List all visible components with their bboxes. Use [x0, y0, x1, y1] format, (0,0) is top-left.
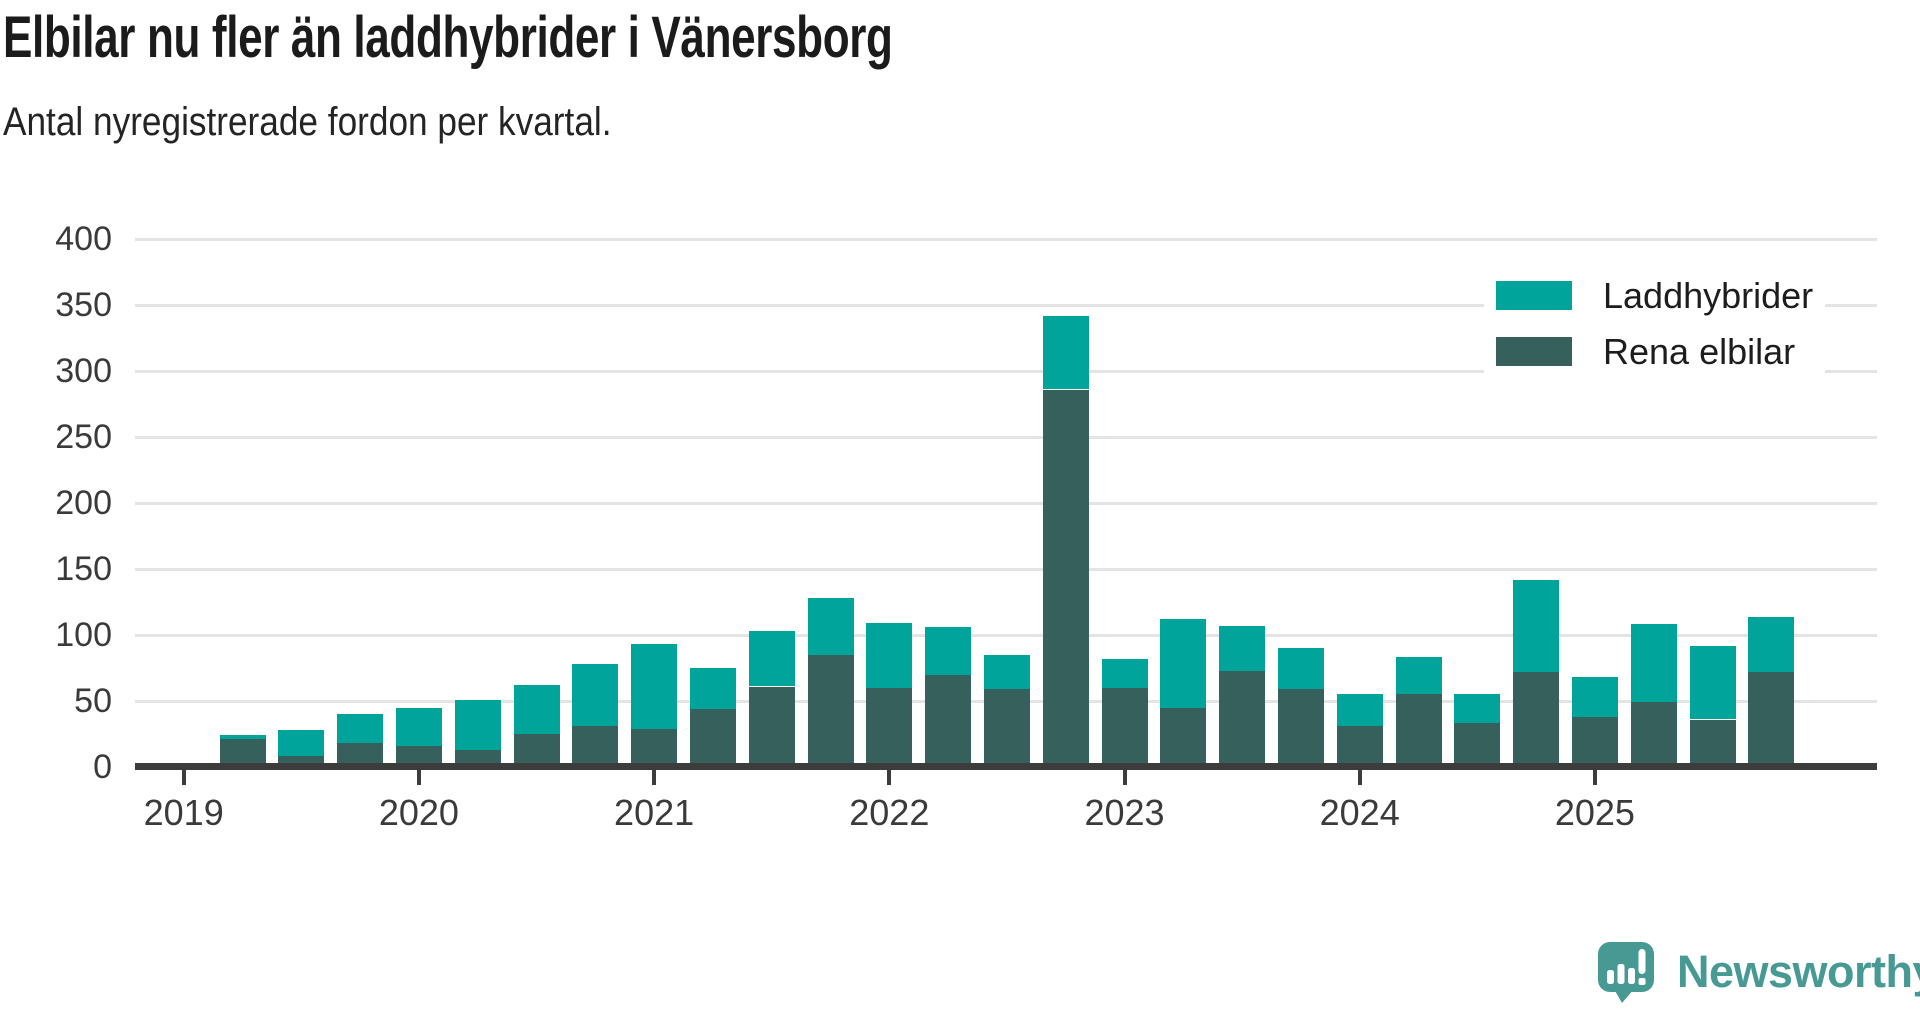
- chart-subtitle: Antal nyregistrerade fordon per kvartal.: [3, 100, 612, 144]
- bar-laddhybrider: [1630, 624, 1677, 703]
- x-axis-tick: [416, 770, 421, 785]
- x-axis-tick-label: 2021: [614, 792, 695, 833]
- x-axis-tick-label: 2020: [378, 792, 459, 833]
- gridline-250: [135, 435, 1877, 439]
- bar-rena-elbilar: [454, 749, 501, 767]
- x-axis-tick: [1592, 770, 1597, 785]
- bar-laddhybrider: [1689, 645, 1736, 720]
- legend-label: Rena elbilar: [1603, 331, 1796, 372]
- bar-rena-elbilar: [1748, 672, 1795, 767]
- bar-rena-elbilar: [1042, 389, 1089, 767]
- y-axis-tick-label: 100: [55, 616, 112, 654]
- bar-laddhybrider: [1513, 579, 1560, 672]
- brand-name: Newsworthy: [1677, 946, 1920, 997]
- legend-swatch-icon: [1496, 281, 1572, 310]
- y-axis-tick-label: 0: [93, 748, 112, 786]
- bar-rena-elbilar: [1513, 672, 1560, 767]
- y-axis-tick-label: 300: [55, 352, 112, 390]
- bar-rena-elbilar: [1395, 694, 1442, 767]
- bar-rena-elbilar: [572, 726, 619, 767]
- legend-swatch-icon: [1496, 337, 1572, 366]
- y-axis-tick-label: 250: [55, 418, 112, 456]
- bar-rena-elbilar: [866, 687, 913, 767]
- bar-rena-elbilar: [1689, 719, 1736, 767]
- bar-rena-elbilar: [631, 728, 678, 767]
- newsworthy-logo-icon: [1598, 942, 1654, 1003]
- x-axis-line: [135, 763, 1877, 770]
- x-axis-tick: [1357, 770, 1362, 785]
- bar-laddhybrider: [572, 664, 619, 726]
- bar-laddhybrider: [866, 623, 913, 688]
- bar-rena-elbilar: [689, 708, 736, 767]
- bar-laddhybrider: [748, 631, 795, 687]
- bar-laddhybrider: [513, 685, 560, 734]
- bar-rena-elbilar: [1336, 726, 1383, 767]
- bar-laddhybrider: [1748, 616, 1795, 672]
- x-axis-tick-label: 2022: [849, 792, 930, 833]
- x-axis-tick: [652, 770, 657, 785]
- bar-rena-elbilar: [807, 654, 854, 767]
- brand-footer: Newsworthy: [1597, 941, 1920, 1003]
- legend-item: Rena elbilar: [1496, 331, 1813, 372]
- chart-title: Elbilar nu fler än laddhybrider i Väners…: [3, 5, 893, 70]
- bar-rena-elbilar: [1160, 707, 1207, 767]
- bar-laddhybrider: [983, 654, 1030, 690]
- x-axis-tick-label: 2023: [1084, 792, 1165, 833]
- bar-rena-elbilar: [1571, 716, 1618, 767]
- gridline-150: [135, 567, 1877, 571]
- bar-rena-elbilar: [1101, 687, 1148, 767]
- bar-laddhybrider: [807, 598, 854, 655]
- bar-laddhybrider: [337, 714, 384, 744]
- bar-laddhybrider: [1336, 694, 1383, 727]
- legend-label: Laddhybrider: [1603, 275, 1814, 316]
- legend-item: Laddhybrider: [1496, 275, 1814, 316]
- bar-rena-elbilar: [395, 745, 442, 767]
- bar-rena-elbilar: [925, 674, 972, 767]
- x-axis-tick-label: 2019: [143, 792, 224, 833]
- bar-rena-elbilar: [1277, 689, 1324, 767]
- legend: Laddhybrider Rena elbilar: [1484, 271, 1826, 376]
- x-axis-tick-label: 2024: [1319, 792, 1400, 833]
- bar-rena-elbilar: [1630, 702, 1677, 767]
- bar-laddhybrider: [1571, 677, 1618, 717]
- bar-rena-elbilar: [1454, 723, 1501, 767]
- bar-rena-elbilar: [1219, 670, 1266, 767]
- gridline-300: [135, 369, 1877, 373]
- bar-laddhybrider: [395, 707, 442, 746]
- y-axis-tick-label: 400: [55, 220, 112, 258]
- gridline-400: [135, 237, 1877, 241]
- y-axis-tick-label: 150: [55, 550, 112, 588]
- y-axis-tick-label: 350: [55, 286, 112, 324]
- gridline-200: [135, 501, 1877, 505]
- x-axis-tick: [1122, 770, 1127, 785]
- bar-laddhybrider: [689, 668, 736, 709]
- bar-laddhybrider: [1277, 648, 1324, 690]
- x-axis-tick: [887, 770, 892, 785]
- bar-rena-elbilar: [219, 739, 266, 767]
- bar-laddhybrider: [631, 644, 678, 729]
- gridline-100: [135, 633, 1877, 637]
- bar-laddhybrider: [1454, 694, 1501, 724]
- bar-laddhybrider: [1101, 658, 1148, 688]
- bar-laddhybrider: [454, 699, 501, 750]
- bar-rena-elbilar: [513, 734, 560, 767]
- bar-rena-elbilar: [278, 756, 325, 767]
- bar-rena-elbilar: [983, 689, 1030, 767]
- x-axis-tick: [181, 770, 186, 785]
- bar-laddhybrider: [1160, 619, 1207, 708]
- bar-laddhybrider: [219, 735, 266, 740]
- bar-laddhybrider: [1395, 657, 1442, 695]
- y-axis-tick-label: 50: [74, 682, 112, 720]
- bar-laddhybrider: [1219, 625, 1266, 671]
- x-axis-tick-label: 2025: [1554, 792, 1635, 833]
- y-axis-tick-label: 200: [55, 484, 112, 522]
- gridline-350: [135, 303, 1877, 307]
- bar-laddhybrider: [1042, 315, 1089, 390]
- bar-laddhybrider: [278, 730, 325, 757]
- bar-rena-elbilar: [748, 686, 795, 767]
- bar-rena-elbilar: [337, 743, 384, 767]
- bar-laddhybrider: [925, 627, 972, 675]
